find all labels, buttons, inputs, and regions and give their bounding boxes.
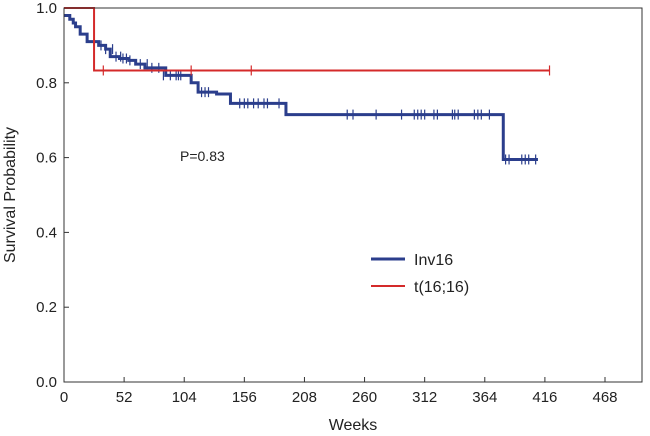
- p-value-annotation: P=0.83: [180, 148, 225, 164]
- x-tick-label: 208: [292, 389, 317, 406]
- x-tick-label: 156: [232, 389, 257, 406]
- x-tick-label: 0: [60, 389, 68, 406]
- legend-label-inv16: Inv16: [414, 252, 453, 269]
- y-tick-label: 0.2: [36, 299, 57, 316]
- y-tick-label: 0.8: [36, 75, 57, 92]
- x-tick-label: 260: [352, 389, 377, 406]
- x-tick-label: 104: [172, 389, 197, 406]
- series-layer: [64, 7, 551, 165]
- plot-frame: [63, 7, 643, 383]
- y-tick-label: 0.4: [36, 224, 57, 241]
- x-tick-label: 468: [592, 389, 617, 406]
- y-tick-label: 0.6: [36, 150, 57, 167]
- y-tick-label: 1.0: [36, 0, 57, 17]
- tick-layer: 0 52 104 156 208 260 312 364 416 468 0.0 0.2 0.4 0.6 0…: [36, 0, 617, 406]
- x-tick-label: 416: [532, 389, 557, 406]
- legend: Inv16 t(16;16): [371, 252, 469, 296]
- y-tick-label: 0.0: [36, 374, 57, 391]
- survival-curve-inv16: [64, 13, 538, 161]
- y-axis-title: Survival Probability: [2, 127, 19, 263]
- x-tick-label: 52: [116, 389, 133, 406]
- legend-label-t1616: t(16;16): [414, 279, 469, 296]
- x-tick-label: 364: [472, 389, 497, 406]
- x-axis-title: Weeks: [329, 417, 378, 434]
- x-tick-label: 312: [412, 389, 437, 406]
